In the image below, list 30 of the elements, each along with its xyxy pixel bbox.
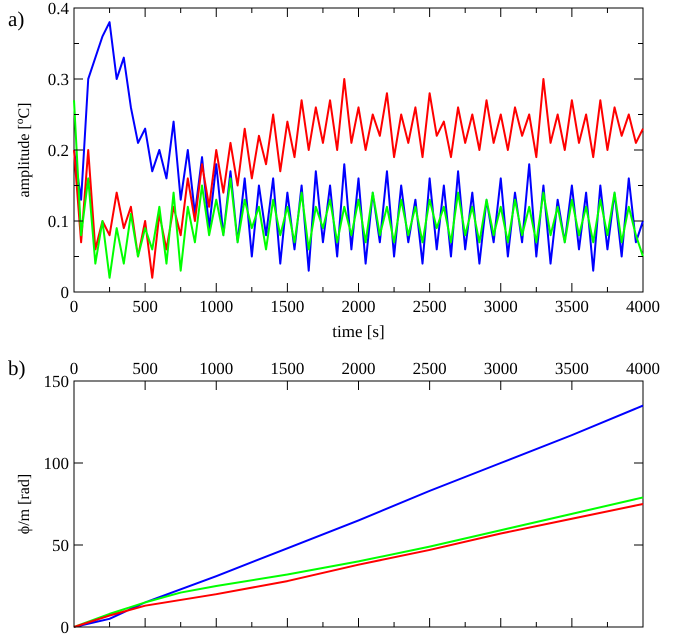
x2-tick-label: 1000 bbox=[199, 359, 234, 378]
x2-tick-label: 3500 bbox=[554, 359, 589, 378]
x-tick-label: 1500 bbox=[270, 297, 304, 316]
x-axis-title: time [s] bbox=[332, 322, 385, 341]
y-tick-label: 0.4 bbox=[48, 0, 70, 18]
chart-title: a) bbox=[8, 7, 24, 31]
x-tick-label: 500 bbox=[132, 297, 158, 316]
x-tick-label: 3500 bbox=[554, 297, 589, 316]
x2-tick-label: 1500 bbox=[270, 359, 304, 378]
y-tick-label: 0.2 bbox=[48, 141, 69, 160]
y-tick-label: 50 bbox=[52, 536, 69, 555]
x-tick-label: 1000 bbox=[199, 297, 234, 316]
y-tick-label: 100 bbox=[44, 454, 69, 473]
y-tick-label: 0 bbox=[60, 283, 69, 302]
x2-tick-label: 4000 bbox=[626, 359, 660, 378]
line-series bbox=[73, 21, 644, 272]
x-tick-label: 2500 bbox=[412, 297, 447, 316]
y-tick-label: 150 bbox=[44, 372, 69, 391]
chart-title: b) bbox=[8, 356, 26, 380]
y-tick-label: 0.3 bbox=[48, 70, 69, 89]
x2-tick-label: 2000 bbox=[342, 359, 376, 378]
x-tick-label: 3000 bbox=[484, 297, 518, 316]
x2-tick-label: 3000 bbox=[484, 359, 518, 378]
x2-tick-label: 2500 bbox=[412, 359, 447, 378]
x-tick-label: 4000 bbox=[626, 297, 660, 316]
y-tick-label: 0.1 bbox=[48, 212, 69, 231]
x2-tick-label: 500 bbox=[132, 359, 158, 378]
x-tick-label: 2000 bbox=[342, 297, 376, 316]
y-axis-title: ϕ/m [rad] bbox=[16, 474, 33, 534]
y-tick-label: 0 bbox=[60, 618, 69, 636]
